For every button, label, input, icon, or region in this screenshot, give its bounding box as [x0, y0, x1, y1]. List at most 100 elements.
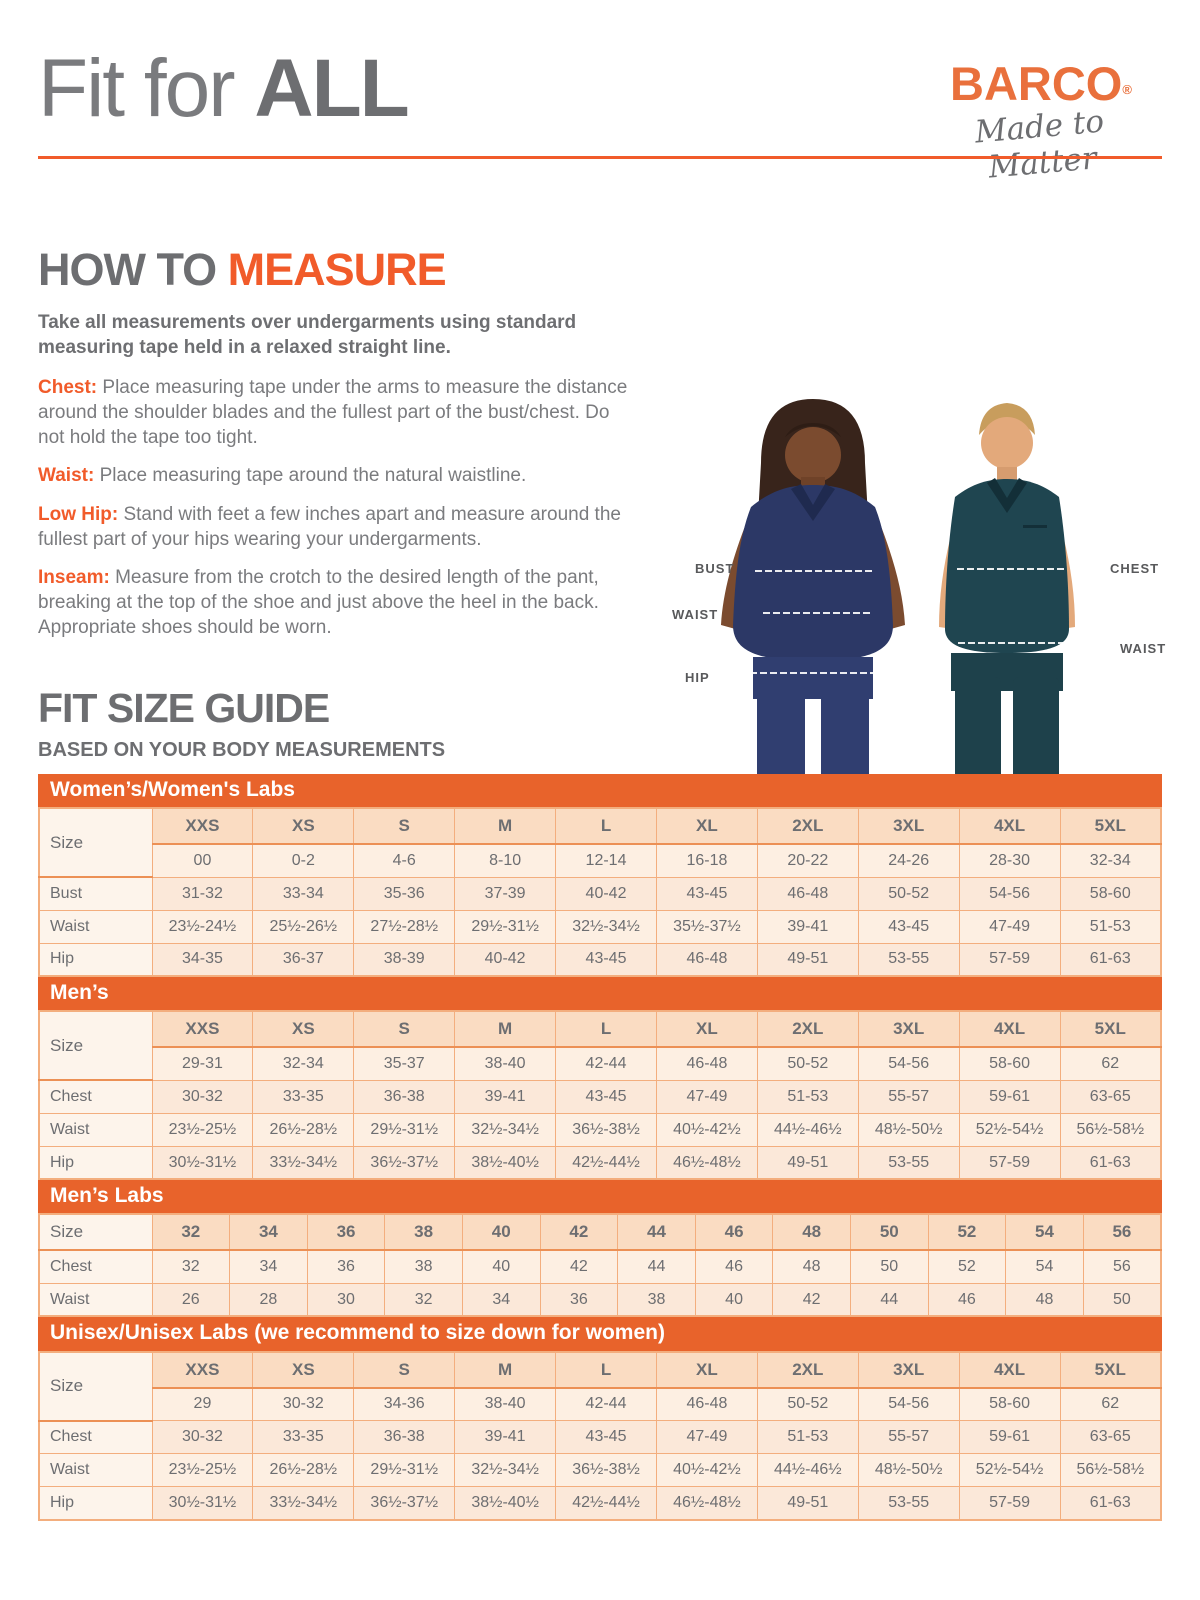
size-column-header: XL — [655, 1351, 758, 1389]
size-value-cell: 25½-26½ — [252, 909, 355, 944]
size-value-cell: 47-49 — [655, 1079, 758, 1114]
size-value-cell: 46-48 — [655, 1387, 758, 1422]
size-value-cell: 61-63 — [1059, 942, 1162, 977]
size-table-row: Chest 30-32 33-35 36-38 39-41 43-45 47-49 51-53… — [38, 1420, 1162, 1455]
row-label: Waist — [38, 1453, 153, 1488]
measurement-label-right: WAIST — [1120, 641, 1167, 656]
size-value-cell: 36-38 — [353, 1079, 456, 1114]
size-value-cell: 33-35 — [252, 1420, 355, 1455]
size-value-cell: 62 — [1059, 1046, 1162, 1081]
size-value-cell: 44 — [617, 1249, 696, 1284]
size-table-row: Waist 23½-25½ 26½-28½ 29½-31½ 32½-34½ 36½-38½… — [38, 1112, 1162, 1147]
measure-item-label: Inseam: — [38, 567, 110, 589]
size-column-header: 3XL — [857, 1351, 960, 1389]
size-tables-container: Women’s/Women's Labs Size XXS XS S M L XL 2XL 3XL… — [38, 774, 1162, 1521]
size-table-row: Chest 30-32 33-35 36-38 39-41 43-45 47-49 51-53… — [38, 1079, 1162, 1114]
size-value-cell: 29 — [151, 1387, 254, 1422]
size-value-cell: 50 — [849, 1249, 929, 1284]
size-value-cell: 46½-48½ — [655, 1486, 758, 1521]
size-column-header: XL — [655, 807, 758, 846]
size-column-header: 52 — [927, 1213, 1007, 1252]
size-value-cell: 32-34 — [252, 1046, 355, 1081]
measurement-label-left: WAIST — [672, 607, 719, 622]
size-column-header: 32 — [151, 1213, 231, 1252]
size-value-cell: 53-55 — [857, 1486, 960, 1521]
size-value-cell: 53-55 — [857, 1145, 960, 1180]
size-value-cell: 56 — [1082, 1249, 1162, 1284]
size-value-cell: 34 — [229, 1249, 308, 1284]
size-column-header: 42 — [539, 1213, 619, 1252]
size-value-cell: 50-52 — [756, 1046, 859, 1081]
size-value-cell: 38-39 — [353, 942, 456, 977]
size-column-header: 5XL — [1059, 1010, 1162, 1049]
registered-trademark-icon: ® — [1122, 82, 1132, 97]
row-label: Chest — [38, 1420, 153, 1455]
fit-size-guide-heading: FIT SIZE GUIDE — [38, 685, 330, 731]
size-column-header: XL — [655, 1010, 758, 1049]
size-value-cell: 39-41 — [454, 1420, 557, 1455]
size-value-cell: 36½-37½ — [353, 1145, 456, 1180]
size-column-header: XS — [252, 1351, 355, 1389]
size-value-cell: 51-53 — [756, 1420, 859, 1455]
size-value-cell: 50-52 — [857, 876, 960, 911]
size-value-cell: 36-37 — [252, 942, 355, 977]
size-value-cell: 36½-38½ — [555, 1453, 657, 1488]
size-value-cell: 20-22 — [756, 843, 859, 878]
models-illustration — [721, 399, 1075, 780]
size-value-cell: 29-31 — [151, 1046, 254, 1081]
size-value-cell: 34-35 — [151, 942, 254, 977]
size-value-cell: 37-39 — [454, 876, 557, 911]
size-table-section: Women’s/Women's Labs Size XXS XS S M L XL 2XL 3XL… — [38, 774, 1162, 978]
page-title-bold: ALL — [254, 43, 409, 134]
barco-logo-wordmark: BARCO® — [926, 60, 1156, 107]
size-value-cell: 38½-40½ — [454, 1486, 557, 1521]
size-table: Size XXS XS S M L XL 2XL 3XL 4XL 5XL 00 0-2 4-6 8-10 12… — [38, 807, 1162, 978]
size-value-cell: 29½-31½ — [353, 1112, 456, 1147]
measure-item-label: Low Hip: — [38, 503, 119, 525]
size-value-cell: 36 — [539, 1282, 619, 1317]
measure-item: Low Hip: Stand with feet a few inches ap… — [38, 503, 630, 552]
size-column-header: 38 — [384, 1213, 463, 1252]
woman-model — [721, 399, 905, 780]
size-column-header: S — [353, 807, 456, 846]
size-value-cell: 32 — [151, 1249, 231, 1284]
size-value-cell: 38-40 — [454, 1387, 557, 1422]
size-value-cell: 00 — [151, 843, 254, 878]
measure-item-label: Chest: — [38, 377, 98, 399]
size-value-cell: 46-48 — [756, 876, 859, 911]
size-value-cell: 44½-46½ — [756, 1112, 859, 1147]
size-value-cell: 30½-31½ — [151, 1145, 254, 1180]
size-value-cell: 42 — [772, 1282, 851, 1317]
corner-size-label: Size — [38, 1010, 153, 1082]
size-value-cell: 56½-58½ — [1059, 1112, 1162, 1147]
size-value-cell: 16-18 — [655, 843, 758, 878]
size-column-header: 4XL — [958, 807, 1061, 846]
size-value-cell: 47-49 — [655, 1420, 758, 1455]
size-value-cell: 54-56 — [857, 1046, 960, 1081]
size-value-cell: 54 — [1005, 1249, 1084, 1284]
measurement-label-right: CHEST — [1110, 561, 1160, 576]
measure-item: Waist: Place measuring tape around the n… — [38, 464, 630, 489]
size-value-cell: 61-63 — [1059, 1486, 1162, 1521]
size-value-cell: 38 — [384, 1249, 463, 1284]
size-value-cell: 44 — [849, 1282, 929, 1317]
measure-item: Inseam: Measure from the crotch to the d… — [38, 566, 630, 640]
size-column-header: XXS — [151, 1351, 254, 1389]
size-value-cell: 40-42 — [555, 876, 657, 911]
size-column-header: 2XL — [756, 807, 859, 846]
size-value-cell: 62 — [1059, 1387, 1162, 1422]
table-title-banner: Unisex/Unisex Labs (we recommend to size… — [38, 1317, 1162, 1351]
size-column-header: 46 — [694, 1213, 774, 1252]
row-label: Waist — [38, 1282, 153, 1317]
size-table-row: Waist 23½-25½ 26½-28½ 29½-31½ 32½-34½ 36½-38½… — [38, 1453, 1162, 1488]
size-value-cell: 42-44 — [555, 1387, 657, 1422]
size-value-cell: 38 — [617, 1282, 696, 1317]
size-column-header: 50 — [849, 1213, 929, 1252]
size-value-cell: 52½-54½ — [958, 1453, 1061, 1488]
size-table-row: 29 30-32 34-36 38-40 42-44 46-48 50-52 54-56 58-… — [39, 1387, 1162, 1422]
size-table: Size XXS XS S M L XL 2XL 3XL 4XL 5XL 29-31 32-34 35-3… — [38, 1010, 1162, 1181]
size-column-header: 2XL — [756, 1010, 859, 1049]
measure-item: Chest: Place measuring tape under the ar… — [38, 376, 630, 450]
size-value-cell: 63-65 — [1059, 1079, 1162, 1114]
size-value-cell: 50-52 — [756, 1387, 859, 1422]
